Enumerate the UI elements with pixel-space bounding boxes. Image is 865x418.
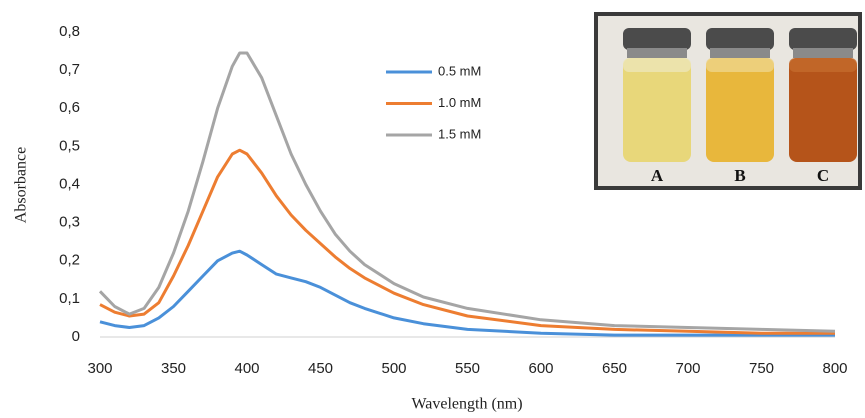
vial-highlight	[623, 58, 691, 72]
vial-neck	[710, 48, 770, 58]
y-tick-label: 0,1	[59, 290, 80, 307]
y-tick-label: 0	[72, 328, 80, 345]
vial-cap	[623, 28, 691, 50]
vial-neck	[793, 48, 853, 58]
inset-label: C	[817, 166, 829, 185]
y-axis-label: Absorbance	[13, 147, 30, 223]
x-tick-label: 350	[161, 360, 186, 377]
vial-cap	[706, 28, 774, 50]
x-tick-label: 600	[528, 360, 553, 377]
vial-neck	[627, 48, 687, 58]
y-tick-label: 0,2	[59, 252, 80, 269]
vial-cap	[789, 28, 857, 50]
y-tick-label: 0,3	[59, 214, 80, 231]
vial-highlight	[706, 58, 774, 72]
x-tick-label: 550	[455, 360, 480, 377]
x-tick-label: 650	[602, 360, 627, 377]
inset-label: B	[734, 166, 745, 185]
x-tick-label: 500	[381, 360, 406, 377]
series-line	[98, 51, 836, 333]
x-tick-label: 450	[308, 360, 333, 377]
legend-label: 0.5 mM	[438, 63, 481, 78]
x-tick-label: 300	[87, 360, 112, 377]
y-tick-label: 0,6	[59, 99, 80, 116]
vial-body	[789, 58, 857, 162]
vial-highlight	[789, 58, 857, 72]
x-tick-label: 700	[675, 360, 700, 377]
vial-body	[623, 58, 691, 162]
x-tick-label: 800	[822, 360, 847, 377]
legend-label: 1.5 mM	[438, 126, 481, 141]
series-line	[99, 249, 835, 337]
inset-label: A	[651, 166, 664, 185]
x-axis-label: Wavelength (nm)	[411, 396, 522, 413]
x-tick-label: 400	[234, 360, 259, 377]
y-tick-label: 0,8	[59, 23, 80, 40]
legend-label: 1.0 mM	[438, 95, 481, 110]
y-tick-label: 0,5	[59, 137, 80, 154]
y-tick-label: 0,7	[59, 61, 80, 78]
x-tick-label: 750	[749, 360, 774, 377]
series-line	[99, 148, 835, 335]
y-tick-label: 0,4	[59, 175, 80, 192]
vial-body	[706, 58, 774, 162]
